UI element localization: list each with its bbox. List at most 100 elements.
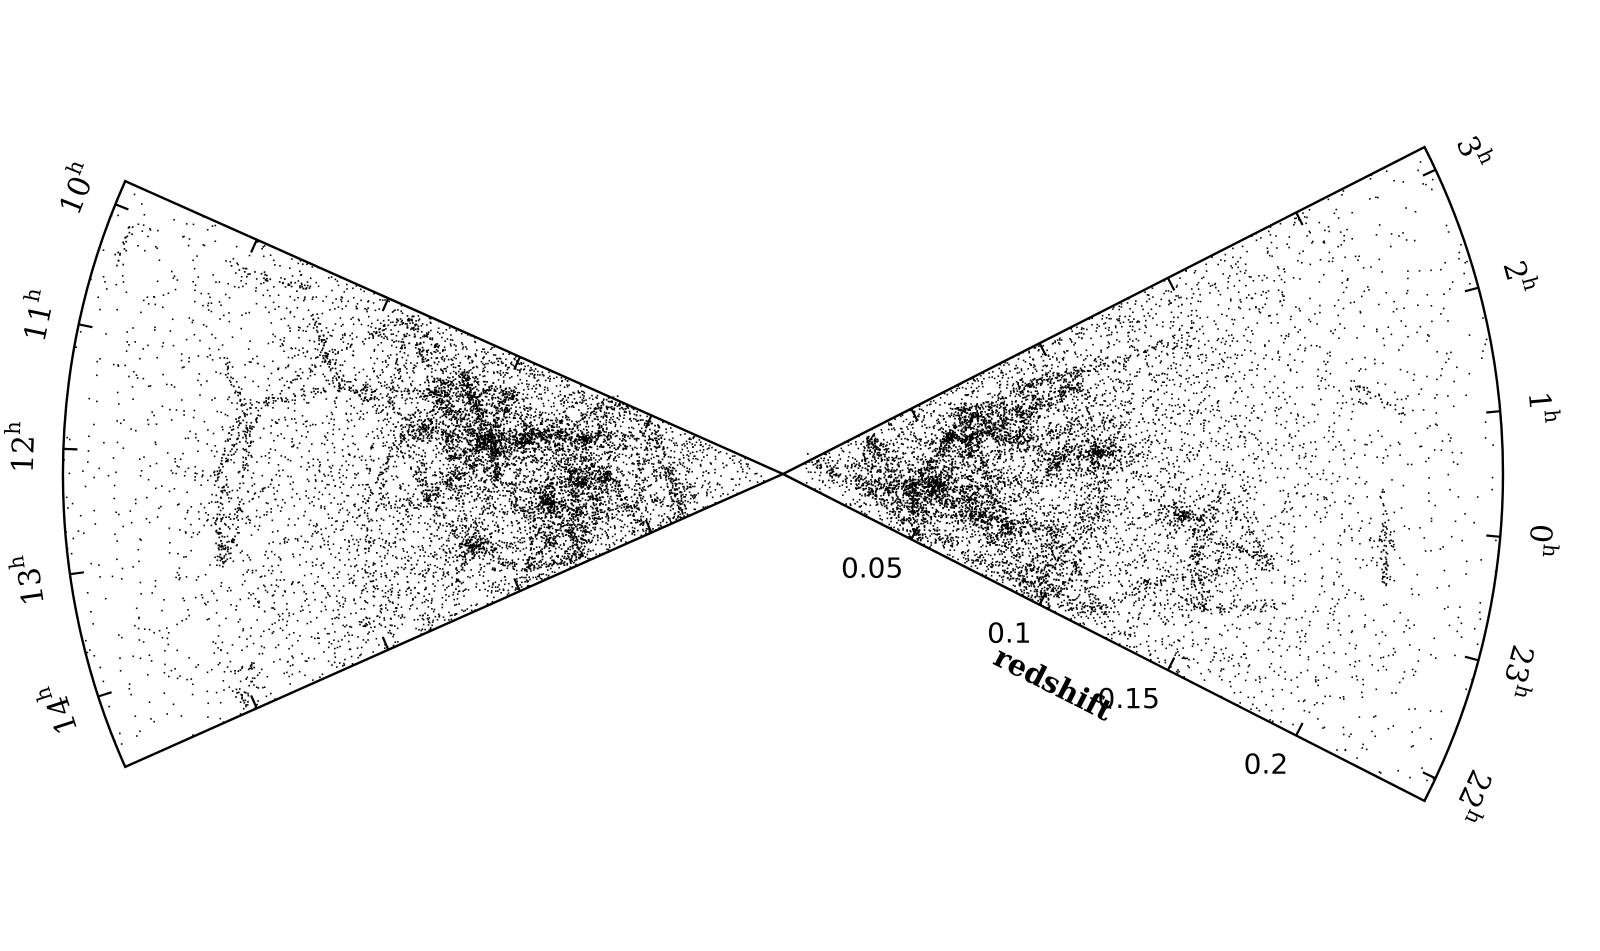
- galaxy-point: [254, 597, 257, 600]
- galaxy-point: [382, 319, 385, 322]
- galaxy-point: [601, 434, 603, 437]
- galaxy-point: [423, 595, 425, 598]
- galaxy-point: [396, 358, 399, 360]
- galaxy-point: [615, 508, 617, 510]
- galaxy-point: [678, 506, 680, 509]
- galaxy-point: [474, 529, 477, 531]
- galaxy-point: [422, 398, 424, 400]
- galaxy-point: [439, 483, 442, 485]
- galaxy-point: [457, 593, 459, 595]
- galaxy-point: [175, 409, 178, 411]
- galaxy-point: [520, 368, 522, 370]
- galaxy-point: [717, 451, 720, 454]
- galaxy-point: [352, 350, 355, 352]
- galaxy-point: [582, 490, 584, 492]
- galaxy-point: [396, 571, 398, 574]
- galaxy-point: [521, 581, 523, 584]
- galaxy-point: [661, 515, 663, 517]
- galaxy-point: [360, 288, 362, 291]
- galaxy-point: [569, 548, 572, 551]
- galaxy-point: [122, 281, 125, 283]
- galaxy-point: [293, 632, 295, 634]
- galaxy-point: [578, 392, 581, 394]
- galaxy-point: [591, 425, 594, 427]
- galaxy-point: [694, 495, 696, 498]
- galaxy-point: [540, 540, 543, 543]
- galaxy-point: [579, 493, 582, 496]
- galaxy-point: [321, 673, 324, 676]
- galaxy-point: [339, 364, 342, 366]
- galaxy-point: [559, 523, 561, 525]
- galaxy-point: [502, 449, 505, 452]
- galaxy-point: [261, 488, 264, 490]
- galaxy-point: [382, 325, 385, 327]
- galaxy-point: [267, 502, 269, 505]
- galaxy-point: [379, 555, 382, 558]
- galaxy-point: [401, 323, 403, 325]
- galaxy-point: [506, 594, 509, 596]
- galaxy-point: [287, 475, 289, 478]
- galaxy-point: [608, 497, 611, 500]
- galaxy-point: [436, 558, 438, 560]
- galaxy-point: [331, 618, 333, 620]
- galaxy-point: [362, 639, 365, 641]
- galaxy-point: [341, 639, 343, 641]
- galaxy-point: [371, 322, 373, 325]
- galaxy-point: [624, 446, 627, 448]
- galaxy-point: [686, 454, 688, 456]
- galaxy-point: [227, 398, 229, 401]
- galaxy-point: [320, 505, 322, 507]
- galaxy-point: [475, 365, 478, 368]
- galaxy-point: [306, 402, 308, 404]
- galaxy-point: [665, 428, 667, 430]
- galaxy-point: [192, 416, 195, 419]
- galaxy-point: [260, 635, 262, 638]
- galaxy-point: [492, 505, 495, 508]
- galaxy-point: [682, 485, 684, 488]
- galaxy-point: [528, 537, 531, 539]
- galaxy-point: [410, 564, 413, 566]
- galaxy-point: [451, 582, 453, 585]
- galaxy-point: [394, 536, 397, 539]
- galaxy-point: [235, 605, 238, 607]
- galaxy-point: [449, 476, 452, 478]
- galaxy-point: [281, 377, 283, 379]
- galaxy-point: [458, 503, 460, 505]
- galaxy-point: [455, 581, 457, 583]
- galaxy-point: [699, 463, 702, 466]
- galaxy-point: [610, 422, 612, 424]
- galaxy-point: [262, 294, 265, 297]
- galaxy-point: [494, 569, 496, 572]
- galaxy-point: [340, 481, 343, 483]
- galaxy-point: [475, 583, 478, 585]
- galaxy-point: [397, 591, 400, 594]
- galaxy-point: [102, 249, 105, 251]
- galaxy-point: [506, 368, 509, 371]
- galaxy-point: [291, 357, 294, 359]
- galaxy-point: [343, 662, 345, 665]
- galaxy-point: [261, 668, 263, 671]
- galaxy-point: [388, 542, 391, 544]
- galaxy-point: [147, 303, 150, 305]
- galaxy-point: [492, 560, 495, 562]
- galaxy-point: [566, 477, 569, 479]
- galaxy-point: [476, 539, 478, 541]
- galaxy-point: [621, 472, 623, 475]
- galaxy-point: [443, 360, 445, 362]
- galaxy-point: [565, 416, 567, 419]
- galaxy-point: [620, 530, 623, 532]
- galaxy-point: [567, 416, 570, 419]
- galaxy-point: [470, 515, 473, 517]
- galaxy-point: [490, 591, 493, 594]
- galaxy-point: [431, 555, 434, 557]
- galaxy-point: [178, 503, 180, 505]
- galaxy-point: [605, 516, 607, 518]
- galaxy-point: [348, 511, 351, 514]
- galaxy-point: [620, 538, 622, 541]
- galaxy-point: [521, 459, 523, 461]
- galaxy-point: [416, 461, 418, 463]
- galaxy-point: [171, 472, 174, 474]
- galaxy-point: [588, 524, 591, 526]
- galaxy-point: [565, 399, 568, 402]
- galaxy-point: [184, 437, 187, 440]
